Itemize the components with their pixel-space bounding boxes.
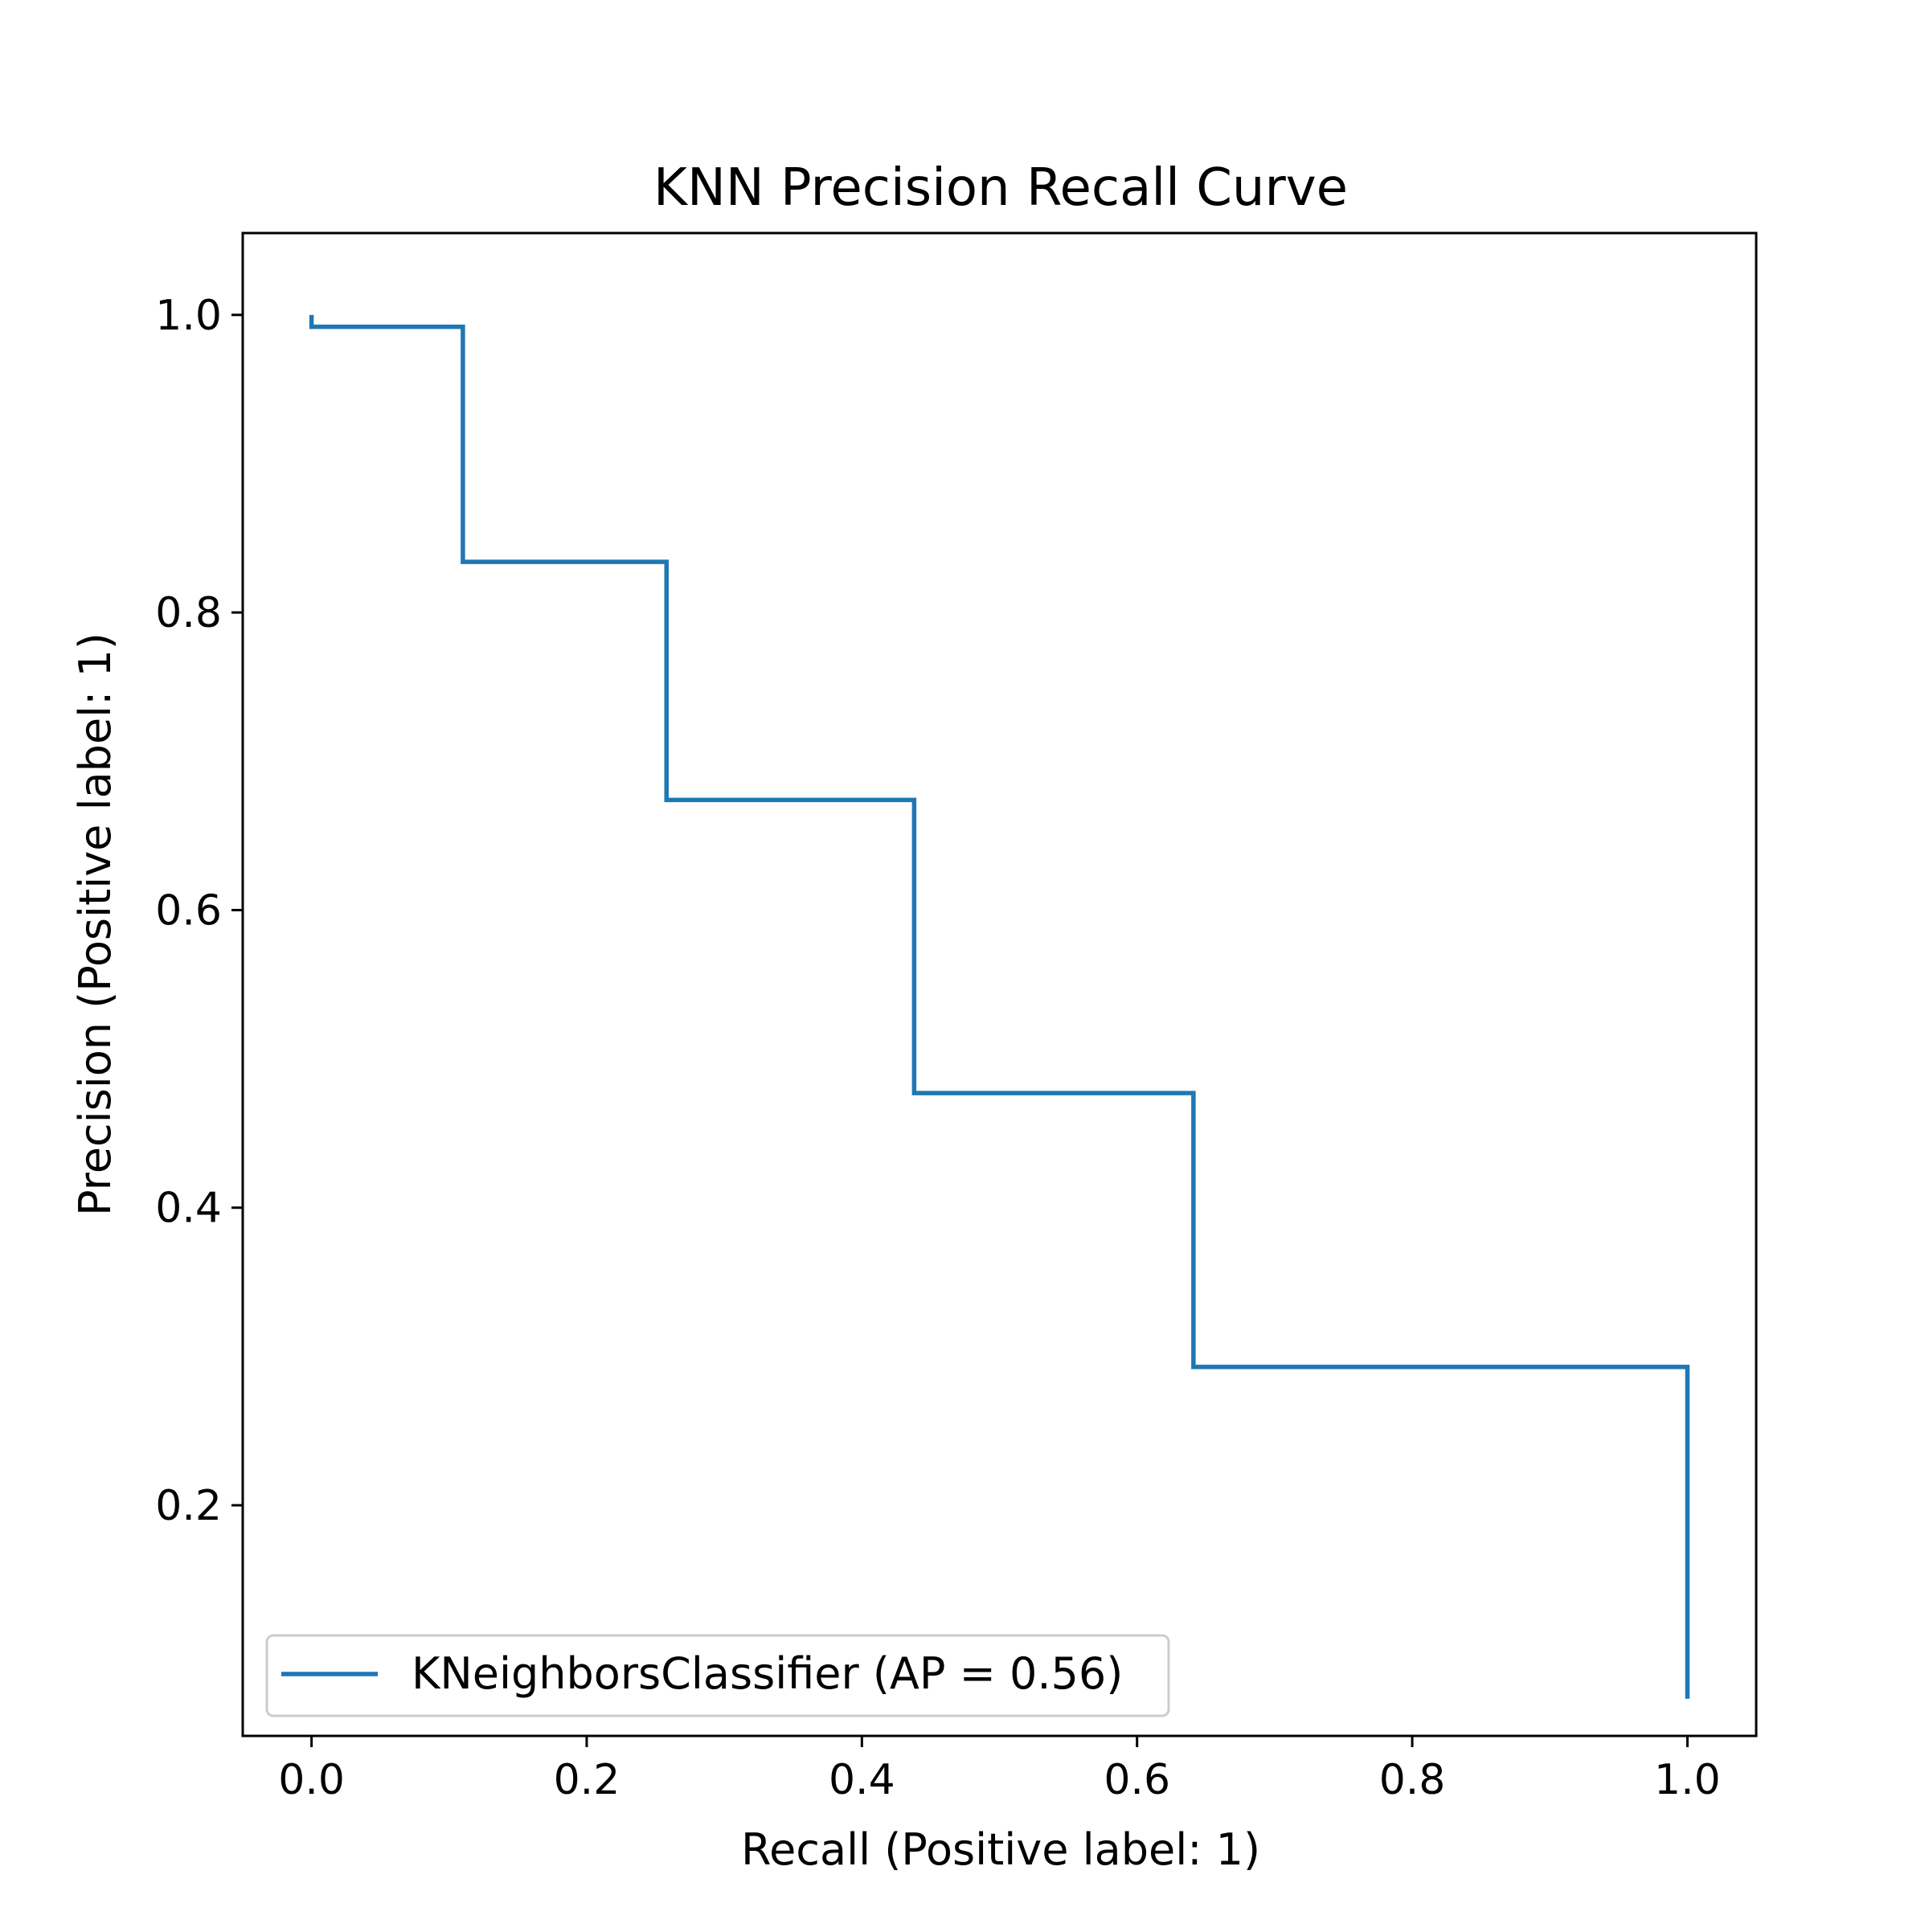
legend: KNeighborsClassifier (AP = 0.56) <box>265 1634 1170 1717</box>
x-tick-label: 0.8 <box>1379 1756 1446 1804</box>
axes-frame <box>241 231 1758 1738</box>
y-tick-label: 0.8 <box>155 589 222 637</box>
legend-series-label: KNeighborsClassifier (AP = 0.56) <box>412 1648 1123 1699</box>
x-tick-label: 0.0 <box>278 1756 345 1804</box>
y-tick-label: 0.2 <box>155 1482 222 1530</box>
x-tick-label: 0.4 <box>829 1756 895 1804</box>
y-axis-label: Precision (Positive label: 1) <box>70 632 121 1216</box>
x-tick-label: 0.2 <box>554 1756 620 1804</box>
series-line-0 <box>309 314 1690 1699</box>
y-tick-label: 1.0 <box>155 292 222 340</box>
chart-title: KNN Precision Recall Curve <box>653 158 1348 218</box>
y-tick-label: 0.4 <box>155 1185 222 1233</box>
y-tick-label: 0.6 <box>155 886 222 935</box>
x-tick-label: 0.6 <box>1104 1756 1170 1804</box>
x-axis-label: Recall (Positive label: 1) <box>741 1824 1260 1875</box>
plot-area: 0.0 0.2 0.4 0.6 0.8 1.0 0.2 0.4 0.6 0.8 1.0 <box>155 231 1758 1804</box>
x-tick-label: 1.0 <box>1654 1756 1721 1804</box>
legend-frame <box>265 1634 1170 1717</box>
